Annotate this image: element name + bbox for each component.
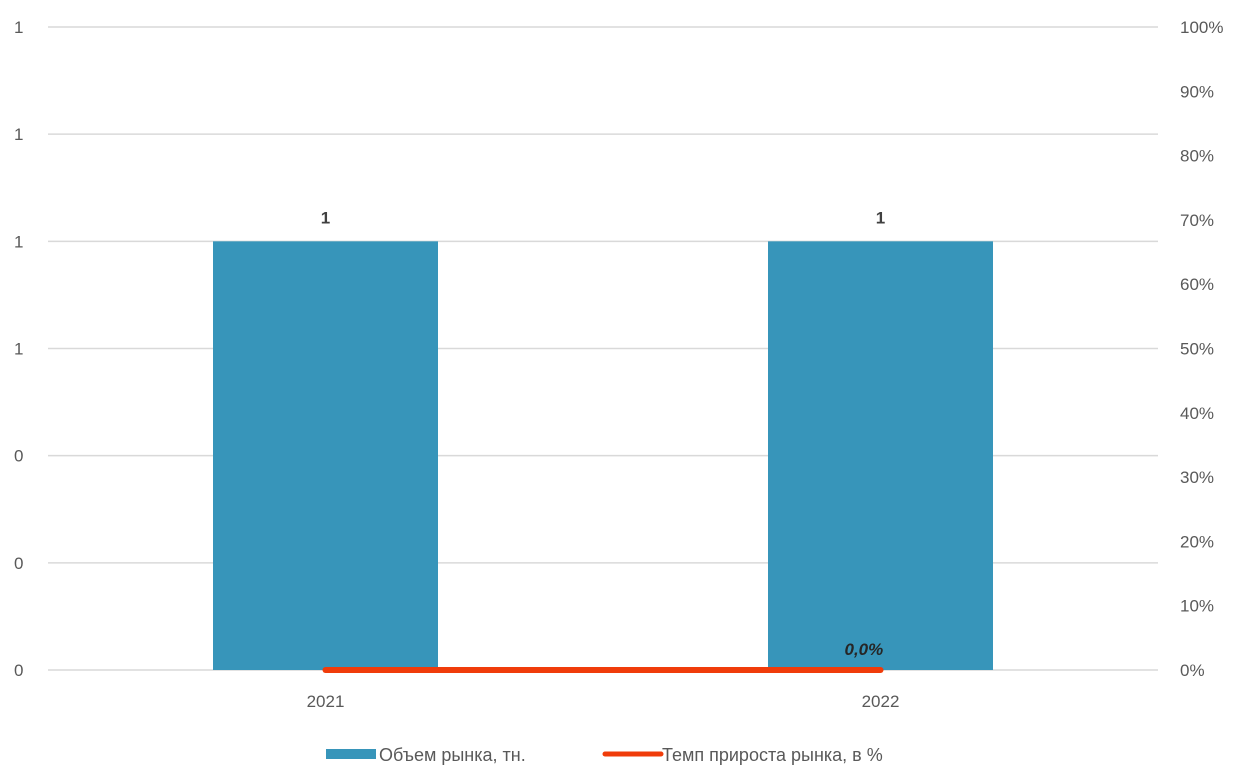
left-axis-tick-label: 1 xyxy=(14,232,23,251)
line-data-labels: 0,0% xyxy=(845,640,884,659)
left-axis-tick-label: 0 xyxy=(14,554,23,573)
x-axis-tick-label: 2021 xyxy=(307,692,345,711)
left-axis-tick-label: 0 xyxy=(14,661,23,680)
right-axis-tick-label: 0% xyxy=(1180,661,1205,680)
right-y-axis: 0% 10% 20% 30% 40% 50% 60% 70% 80% 90% 100% xyxy=(1180,18,1223,680)
right-axis-tick-label: 40% xyxy=(1180,404,1214,423)
bar-data-label: 1 xyxy=(321,208,330,227)
legend-item-line: Темп прироста рынка, в % xyxy=(602,745,883,765)
left-axis-tick-label: 1 xyxy=(14,340,23,359)
right-axis-tick-label: 30% xyxy=(1180,468,1214,487)
bar xyxy=(768,241,993,671)
legend-bar-swatch xyxy=(326,749,376,759)
left-axis-tick-label: 0 xyxy=(14,447,23,466)
right-axis-tick-label: 80% xyxy=(1180,147,1214,166)
right-axis-tick-label: 60% xyxy=(1180,275,1214,294)
x-axis-tick-label: 2022 xyxy=(862,692,900,711)
x-axis: 2021 2022 xyxy=(307,692,900,711)
legend: Объем рынка, тн. Темп прироста рынка, в … xyxy=(326,745,883,765)
legend-item-bars: Объем рынка, тн. xyxy=(326,745,526,765)
left-axis-tick-label: 1 xyxy=(14,125,23,144)
right-axis-tick-label: 100% xyxy=(1180,18,1223,37)
line-data-label: 0,0% xyxy=(845,640,884,659)
right-axis-tick-label: 50% xyxy=(1180,340,1214,359)
left-axis-tick-label: 1 xyxy=(14,18,23,37)
bar-data-label: 1 xyxy=(876,208,885,227)
left-y-axis: 0 0 0 1 1 1 1 xyxy=(14,18,23,680)
legend-line-label: Темп прироста рынка, в % xyxy=(662,745,883,765)
right-axis-tick-label: 70% xyxy=(1180,211,1214,230)
bar xyxy=(213,241,438,671)
bar-series xyxy=(213,241,993,671)
right-axis-tick-label: 10% xyxy=(1180,597,1214,616)
right-axis-tick-label: 90% xyxy=(1180,82,1214,101)
legend-bar-label: Объем рынка, тн. xyxy=(379,745,526,765)
right-axis-tick-label: 20% xyxy=(1180,532,1214,551)
